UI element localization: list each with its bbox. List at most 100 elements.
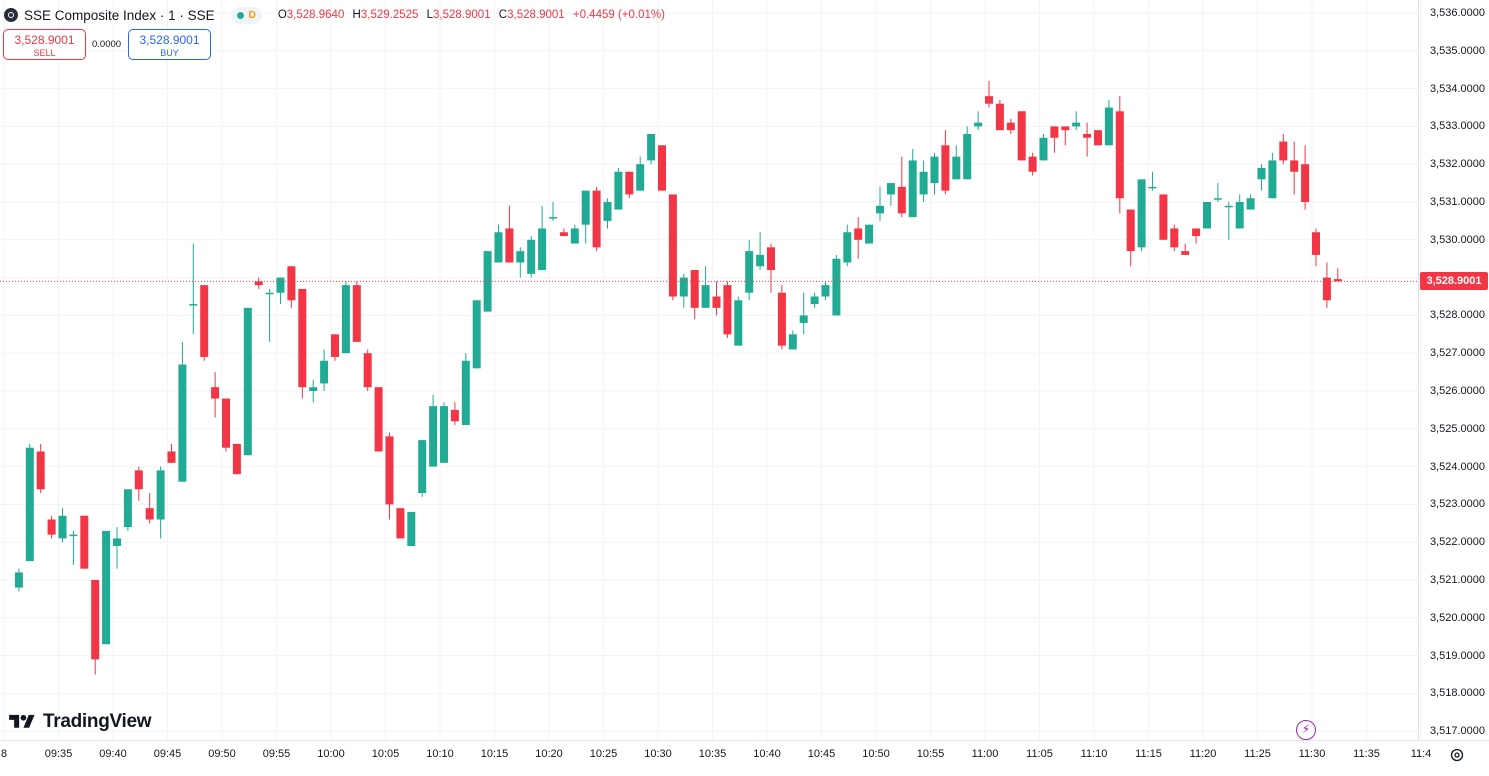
candle-body-down bbox=[47, 519, 56, 535]
sell-button[interactable]: 3,528.9001 SELL bbox=[3, 29, 86, 60]
candle bbox=[178, 341, 187, 482]
candle-body-up bbox=[647, 133, 656, 161]
candle-body-down bbox=[668, 194, 677, 297]
symbol-logo-icon bbox=[4, 8, 18, 22]
buy-button[interactable]: 3,528.9001 BUY bbox=[128, 29, 211, 60]
settings-gear-icon[interactable] bbox=[1449, 747, 1465, 763]
last-price-tag: 3,528.9001 bbox=[1420, 272, 1488, 291]
candle bbox=[679, 273, 688, 308]
candle bbox=[581, 190, 590, 244]
candle-body-up bbox=[516, 251, 525, 263]
y-tick-label: 3,527.0000 bbox=[1429, 347, 1485, 360]
x-tick-label: 10:15 bbox=[480, 748, 509, 760]
x-tick-label: 09:35 bbox=[44, 748, 73, 760]
candle-body-up bbox=[1072, 122, 1081, 127]
symbol-legend: SSE Composite Index · 1 · SSE D O3,528.9… bbox=[4, 6, 670, 24]
candle bbox=[897, 156, 906, 218]
candle bbox=[658, 145, 666, 191]
candle bbox=[614, 167, 623, 210]
ohlc-values: O3,528.9640 H3,529.2525 L3,528.9001 C3,5… bbox=[278, 9, 670, 21]
candle-body-up bbox=[1257, 167, 1266, 180]
candle bbox=[647, 133, 656, 165]
candle bbox=[102, 530, 111, 645]
candle-body-down bbox=[352, 285, 361, 342]
x-tick-label: 10:45 bbox=[807, 748, 836, 760]
candle bbox=[385, 432, 394, 520]
candle bbox=[1268, 152, 1277, 199]
candle-body-down bbox=[777, 292, 786, 346]
y-tick-label: 3,522.0000 bbox=[1429, 536, 1485, 549]
candle-body-up bbox=[832, 258, 841, 316]
candle bbox=[331, 334, 339, 361]
candle bbox=[963, 126, 972, 180]
candle bbox=[461, 353, 470, 426]
candle bbox=[1203, 202, 1211, 229]
candle-body-up bbox=[320, 360, 329, 384]
candle-body-down bbox=[167, 451, 176, 463]
candle bbox=[1213, 183, 1222, 202]
low-key: L bbox=[426, 9, 434, 21]
candle-body-up bbox=[810, 296, 819, 305]
candle bbox=[821, 281, 830, 301]
candle-body-down bbox=[222, 398, 230, 448]
candle-body-down bbox=[723, 285, 732, 335]
y-tick-label: 3,528.0000 bbox=[1429, 309, 1485, 322]
candle-body-up bbox=[440, 406, 448, 463]
candle bbox=[592, 186, 601, 252]
market-status[interactable]: D bbox=[230, 6, 262, 24]
candle bbox=[429, 394, 438, 467]
candle bbox=[1148, 171, 1157, 191]
candle-body-up bbox=[963, 133, 972, 180]
candle-body-up bbox=[429, 406, 438, 467]
candle-body-down bbox=[854, 228, 863, 240]
candle-body-up bbox=[1104, 107, 1113, 146]
close-key: C bbox=[498, 9, 508, 21]
y-tick-label: 3,531.0000 bbox=[1429, 196, 1485, 208]
candle-body-down bbox=[1115, 111, 1124, 199]
y-tick-label: 3,534.0000 bbox=[1429, 82, 1485, 95]
candle bbox=[538, 205, 547, 271]
candle-body-up bbox=[1203, 202, 1211, 229]
candle bbox=[603, 198, 612, 229]
candle bbox=[1072, 111, 1081, 131]
candle bbox=[974, 111, 983, 131]
symbol-title[interactable]: SSE Composite Index · 1 · SSE bbox=[24, 7, 215, 23]
candle-body-down bbox=[1050, 126, 1059, 138]
candle-body-up bbox=[799, 315, 808, 323]
candle-body-up bbox=[734, 300, 743, 346]
candle bbox=[58, 508, 67, 543]
candle bbox=[745, 239, 754, 301]
candle-body-down bbox=[1028, 156, 1037, 172]
candle-body-up bbox=[407, 511, 416, 546]
candle-body-up bbox=[25, 447, 34, 562]
candle-body-up bbox=[570, 228, 579, 244]
tradingview-logo[interactable]: TradingView bbox=[6, 711, 152, 733]
candle bbox=[1115, 96, 1124, 214]
candle bbox=[756, 232, 765, 271]
x-tick-label: 10:30 bbox=[644, 748, 672, 760]
candle bbox=[930, 152, 939, 195]
candle bbox=[1246, 194, 1255, 210]
grid bbox=[0, 0, 1422, 740]
x-tick-label: 10:25 bbox=[589, 748, 618, 760]
candle bbox=[865, 224, 874, 244]
candle bbox=[287, 266, 296, 308]
candle-body-up bbox=[483, 251, 492, 312]
y-tick-label: 3,526.0000 bbox=[1429, 385, 1485, 397]
candle bbox=[472, 300, 481, 369]
candle bbox=[1235, 194, 1244, 229]
candle bbox=[494, 224, 503, 263]
lightning-icon[interactable]: ⚡ bbox=[1296, 720, 1316, 740]
candle bbox=[985, 81, 993, 108]
candle bbox=[396, 508, 405, 539]
candle bbox=[734, 296, 743, 346]
candle-body-down bbox=[1181, 251, 1190, 255]
candle bbox=[1301, 145, 1310, 210]
candle-body-up bbox=[1039, 137, 1048, 161]
y-tick-label: 3,525.0000 bbox=[1429, 422, 1485, 435]
candle-body-down bbox=[712, 296, 721, 308]
candle-body-down bbox=[625, 171, 634, 195]
buy-price: 3,528.9001 bbox=[139, 33, 200, 47]
candle bbox=[320, 349, 329, 391]
